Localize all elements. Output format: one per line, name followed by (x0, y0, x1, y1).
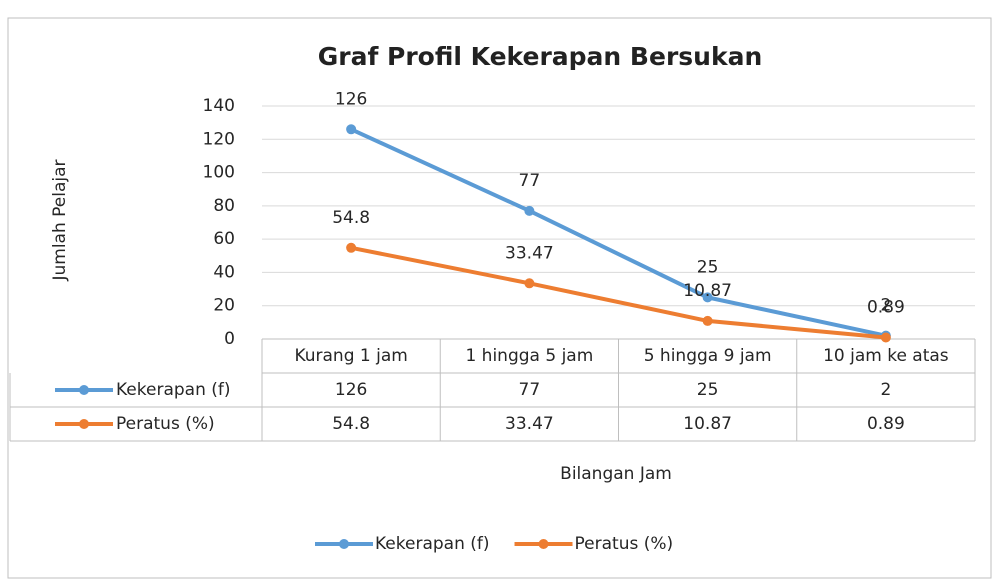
data-point (702, 292, 713, 303)
y-tick-label: 140 (203, 96, 235, 116)
data-point (702, 315, 713, 326)
y-tick-label: 40 (213, 262, 235, 282)
legend-marker (538, 539, 549, 549)
data-label: 0.89 (867, 298, 905, 318)
data-label: 2 (880, 296, 891, 316)
y-tick-label: 60 (213, 229, 235, 249)
x-tick-label: 10 jam ke atas (823, 346, 949, 366)
table-value: 54.8 (332, 414, 370, 434)
data-label: 77 (519, 171, 541, 191)
chart-border (7, 17, 992, 579)
x-tick-label: 5 hingga 9 jam (644, 346, 772, 366)
y-tick-label: 0 (224, 329, 235, 349)
table-value: 25 (697, 380, 719, 400)
series-line (350, 127, 887, 338)
x-axis-title: Bilangan Jam (560, 464, 672, 484)
legend-label: Peratus (%) (575, 534, 674, 554)
data-label: 33.47 (505, 243, 554, 263)
y-tick-label: 80 (213, 196, 235, 216)
legend-label: Kekerapan (f) (375, 534, 490, 554)
y-axis-title: Jumlah Pelajar (50, 159, 70, 281)
data-label: 10.87 (683, 281, 732, 301)
y-tick-label: 20 (213, 296, 235, 316)
chart-title: Graf Profil Kekerapan Bersukan (318, 42, 763, 71)
legend-marker (79, 385, 89, 395)
table-value: 126 (335, 380, 367, 400)
table-value: 77 (519, 380, 541, 400)
table-value: 0.89 (867, 414, 905, 434)
data-label: 54.8 (332, 208, 370, 228)
legend-marker (339, 539, 349, 549)
table-series-name: Kekerapan (f) (116, 380, 231, 400)
table-value: 10.87 (683, 414, 732, 434)
table-series-name: Peratus (%) (116, 414, 215, 434)
data-point (880, 332, 891, 343)
y-tick-label: 120 (203, 129, 235, 149)
data-label: 25 (697, 257, 719, 277)
table-value: 33.47 (505, 414, 554, 434)
legend-marker (79, 419, 89, 429)
table-value: 2 (880, 380, 891, 400)
x-tick-label: Kurang 1 jam (294, 346, 407, 366)
data-point (524, 278, 535, 289)
x-tick-label: 1 hingga 5 jam (465, 346, 593, 366)
data-point (346, 124, 357, 135)
y-tick-label: 100 (203, 163, 235, 183)
data-point (524, 205, 535, 216)
data-point (346, 242, 357, 253)
data-label: 126 (335, 89, 367, 109)
series-line (350, 245, 887, 340)
